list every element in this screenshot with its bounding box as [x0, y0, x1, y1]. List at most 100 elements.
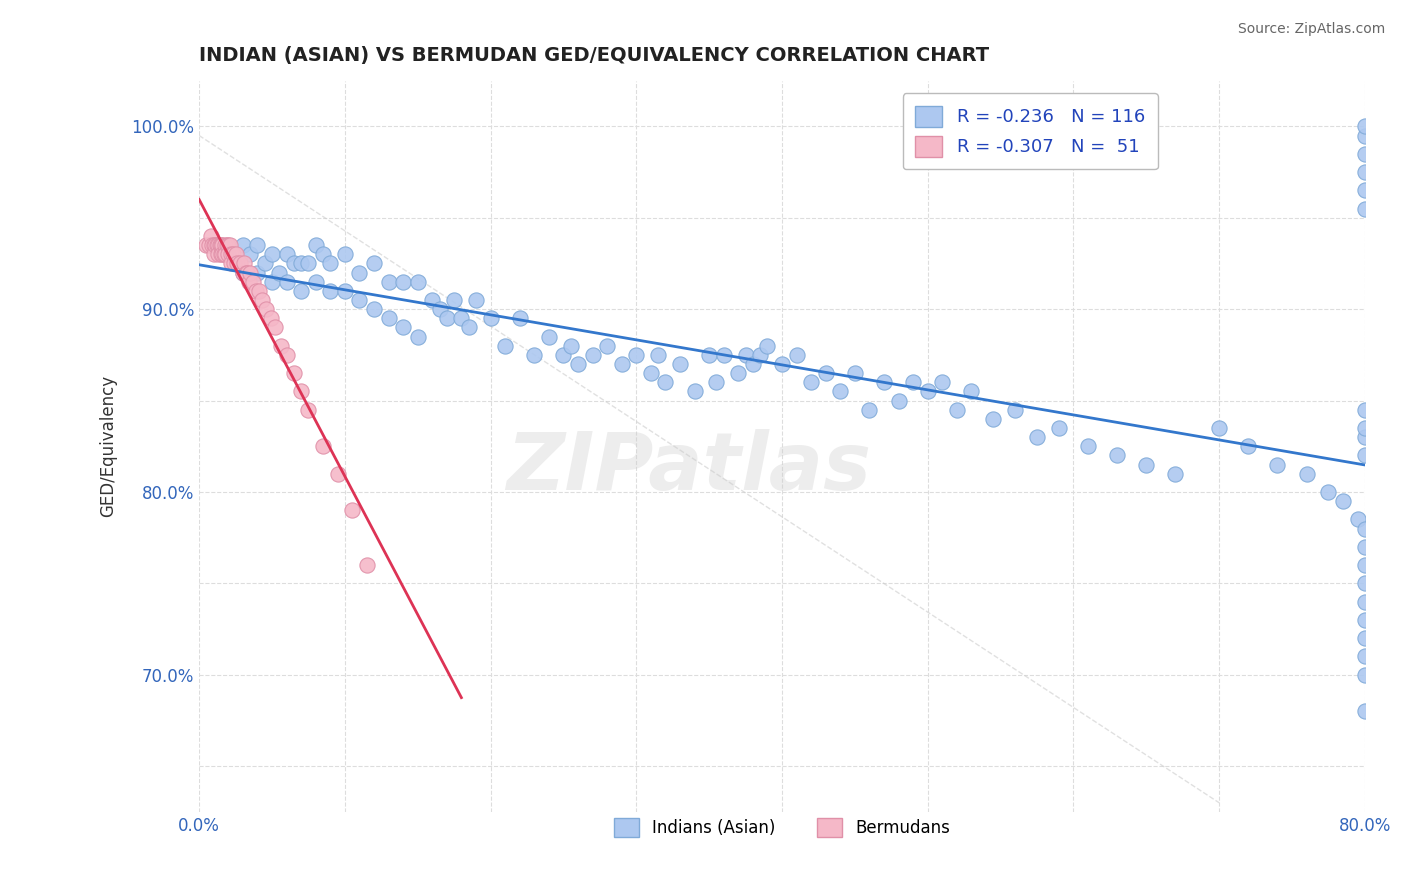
Point: [260, 275, 283, 289]
Point: [198, 238, 221, 252]
Point: [219, 247, 242, 261]
Point: [312, 247, 335, 261]
Point: [626, 348, 648, 362]
Point: [245, 284, 267, 298]
Point: [749, 348, 772, 362]
Point: [219, 256, 242, 270]
Point: [830, 384, 852, 399]
Point: [901, 376, 924, 390]
Point: [340, 503, 363, 517]
Point: [239, 266, 262, 280]
Point: [232, 266, 254, 280]
Point: [770, 357, 793, 371]
Point: [259, 311, 281, 326]
Point: [1354, 165, 1376, 179]
Legend: Indians (Asian), Bermudans: Indians (Asian), Bermudans: [607, 811, 957, 844]
Point: [215, 238, 238, 252]
Point: [669, 357, 692, 371]
Point: [917, 384, 939, 399]
Point: [1107, 449, 1129, 463]
Point: [238, 275, 260, 289]
Point: [254, 302, 277, 317]
Point: [931, 376, 953, 390]
Point: [1354, 649, 1376, 664]
Point: [1354, 146, 1376, 161]
Point: [264, 320, 287, 334]
Point: [1354, 120, 1376, 134]
Point: [429, 302, 451, 317]
Point: [270, 339, 292, 353]
Point: [209, 238, 232, 252]
Point: [233, 256, 256, 270]
Point: [873, 376, 896, 390]
Point: [207, 238, 229, 252]
Point: [208, 238, 231, 252]
Point: [260, 247, 283, 261]
Point: [581, 348, 603, 362]
Point: [420, 293, 443, 307]
Point: [349, 293, 371, 307]
Point: [457, 320, 479, 334]
Point: [406, 329, 429, 343]
Text: ZIPatlas: ZIPatlas: [506, 429, 872, 508]
Point: [683, 384, 706, 399]
Point: [1354, 613, 1376, 627]
Point: [225, 247, 247, 261]
Text: INDIAN (ASIAN) VS BERMUDAN GED/EQUIVALENCY CORRELATION CHART: INDIAN (ASIAN) VS BERMUDAN GED/EQUIVALEN…: [200, 46, 990, 65]
Point: [786, 348, 808, 362]
Point: [494, 339, 516, 353]
Point: [225, 256, 247, 270]
Point: [290, 384, 312, 399]
Point: [236, 266, 259, 280]
Point: [844, 366, 866, 380]
Point: [610, 357, 633, 371]
Point: [406, 275, 429, 289]
Point: [239, 247, 262, 261]
Point: [211, 247, 233, 261]
Point: [436, 311, 458, 326]
Point: [596, 339, 619, 353]
Point: [276, 275, 298, 289]
Point: [349, 266, 371, 280]
Point: [333, 284, 356, 298]
Point: [297, 402, 319, 417]
Point: [1295, 467, 1317, 481]
Point: [217, 238, 239, 252]
Point: [553, 348, 575, 362]
Point: [377, 275, 399, 289]
Point: [269, 266, 291, 280]
Point: [363, 256, 385, 270]
Point: [1267, 458, 1289, 472]
Point: [1354, 631, 1376, 645]
Point: [242, 275, 264, 289]
Point: [946, 402, 969, 417]
Point: [465, 293, 488, 307]
Point: [800, 376, 823, 390]
Point: [1237, 439, 1260, 453]
Point: [1004, 402, 1026, 417]
Point: [1347, 512, 1369, 526]
Point: [246, 266, 269, 280]
Point: [706, 376, 728, 390]
Point: [202, 247, 225, 261]
Point: [1354, 667, 1376, 681]
Point: [756, 339, 779, 353]
Point: [697, 348, 720, 362]
Point: [814, 366, 837, 380]
Point: [253, 256, 276, 270]
Point: [319, 256, 342, 270]
Point: [443, 293, 465, 307]
Point: [1354, 430, 1376, 444]
Point: [1354, 540, 1376, 554]
Point: [290, 284, 312, 298]
Point: [235, 266, 257, 280]
Point: [741, 357, 763, 371]
Point: [960, 384, 983, 399]
Point: [713, 348, 735, 362]
Point: [1354, 594, 1376, 608]
Point: [195, 238, 218, 252]
Point: [560, 339, 582, 353]
Point: [276, 348, 298, 362]
Point: [222, 256, 245, 270]
Point: [640, 366, 662, 380]
